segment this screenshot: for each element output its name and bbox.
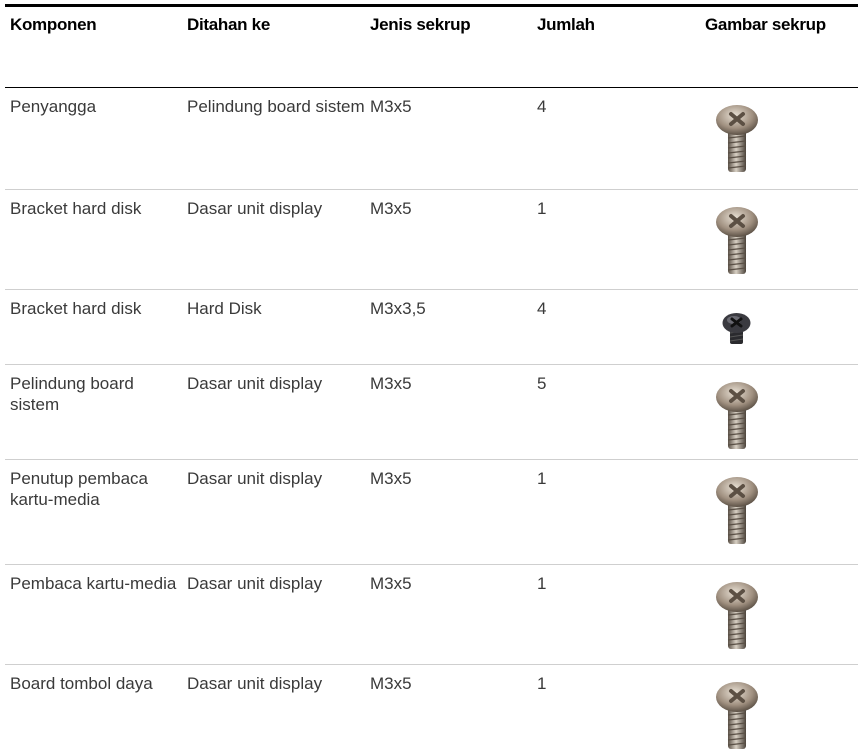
screw-type: M3x5: [365, 665, 532, 751]
screw-type: M3x5: [365, 190, 532, 290]
component: Pelindung board sistem: [5, 365, 182, 460]
screw-image-cell: [700, 565, 858, 665]
attached-to: Dasar unit display: [182, 190, 365, 290]
component: Board tombol daya: [5, 665, 182, 751]
screw-image: [715, 310, 759, 350]
screw-image: [715, 204, 759, 276]
screw-type: M3x5: [365, 88, 532, 190]
quantity: 1: [532, 190, 700, 290]
quantity: 4: [532, 88, 700, 190]
attached-to: Dasar unit display: [182, 460, 365, 565]
screw-image: [715, 679, 759, 751]
screw-image: [715, 102, 759, 174]
quantity: 1: [532, 665, 700, 751]
quantity: 1: [532, 565, 700, 665]
screw-image-cell: [700, 665, 858, 751]
screw-image-cell: [700, 190, 858, 290]
attached-to: Pelindung board sistem: [182, 88, 365, 190]
screw-type: M3x3,5: [365, 290, 532, 365]
screw-image: [715, 579, 759, 651]
attached-to: Dasar unit display: [182, 665, 365, 751]
screw-image-cell: [700, 290, 858, 365]
component: Bracket hard disk: [5, 290, 182, 365]
quantity: 5: [532, 365, 700, 460]
attached-to: Dasar unit display: [182, 565, 365, 665]
component: Penutup pembaca kartu-media: [5, 460, 182, 565]
screw-type: M3x5: [365, 460, 532, 565]
screw-type: M3x5: [365, 565, 532, 665]
component: Penyangga: [5, 88, 182, 190]
column-header: Jumlah: [532, 6, 700, 88]
column-header: Komponen: [5, 6, 182, 88]
screw-type: M3x5: [365, 365, 532, 460]
quantity: 4: [532, 290, 700, 365]
column-header: Ditahan ke: [182, 6, 365, 88]
attached-to: Dasar unit display: [182, 365, 365, 460]
quantity: 1: [532, 460, 700, 565]
attached-to: Hard Disk: [182, 290, 365, 365]
column-header: Jenis sekrup: [365, 6, 532, 88]
page-body: {"table": { "headers": ["Komponen", "Dit…: [0, 0, 863, 739]
screw-image: [715, 474, 759, 546]
screw-image-cell: [700, 88, 858, 190]
component: Pembaca kartu-media: [5, 565, 182, 665]
column-header: Gambar sekrup: [700, 6, 858, 88]
screw-image: [715, 379, 759, 451]
component: Bracket hard disk: [5, 190, 182, 290]
page: Daftar sekrup html, body { margin: 0; pa…: [0, 0, 863, 739]
screw-image-cell: [700, 460, 858, 565]
screw-image-cell: [700, 365, 858, 460]
